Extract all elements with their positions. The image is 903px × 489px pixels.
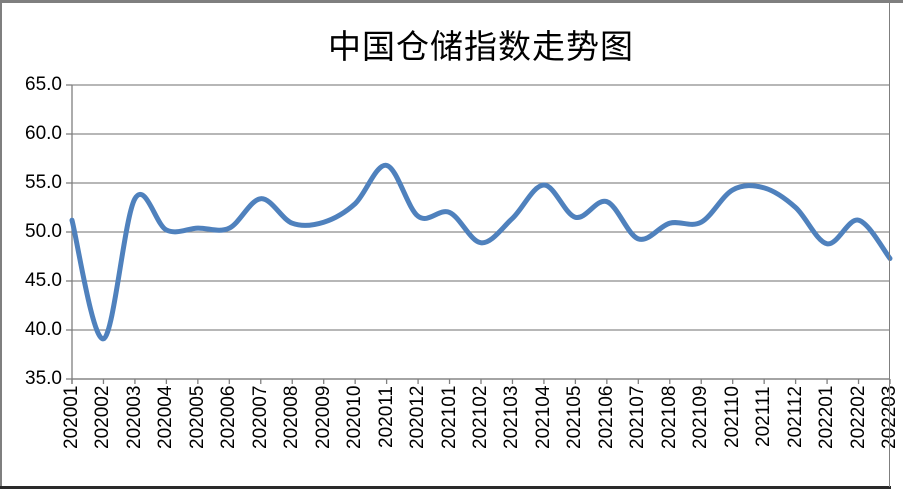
x-axis-label: 202004 bbox=[155, 386, 177, 450]
x-axis-label: 202104 bbox=[532, 386, 554, 450]
x-axis-label: 202005 bbox=[186, 386, 208, 450]
x-axis-label: 202107 bbox=[627, 386, 649, 450]
x-axis-label: 202109 bbox=[690, 386, 712, 450]
x-axis-label: 202111 bbox=[753, 386, 775, 447]
window-border-bottom bbox=[0, 486, 891, 489]
x-axis-label: 202106 bbox=[595, 386, 617, 450]
y-axis-label: 60.0 bbox=[25, 123, 62, 144]
x-axis-label: 202202 bbox=[847, 386, 869, 450]
y-axis-label: 65.0 bbox=[25, 74, 62, 95]
window-border-top bbox=[0, 0, 903, 3]
x-axis-label: 202108 bbox=[658, 386, 680, 450]
x-axis-label: 202001 bbox=[61, 386, 82, 450]
y-axis-label: 50.0 bbox=[25, 221, 62, 242]
x-axis-label: 202103 bbox=[501, 386, 523, 450]
x-axis-label: 202105 bbox=[564, 386, 586, 450]
x-axis-label: 202009 bbox=[312, 386, 334, 450]
window-border-right bbox=[889, 0, 890, 487]
x-axis-label: 202203 bbox=[879, 386, 900, 450]
y-axis-label: 35.0 bbox=[25, 368, 62, 389]
y-axis-label: 45.0 bbox=[25, 270, 62, 291]
x-axis-label: 202008 bbox=[281, 386, 303, 450]
warehousing-index-series-line bbox=[69, 162, 893, 342]
window-border-left bbox=[0, 0, 2, 489]
y-axis-label: 55.0 bbox=[25, 172, 62, 193]
x-axis-label: 202112 bbox=[784, 386, 806, 448]
x-axis-label: 202012 bbox=[407, 386, 429, 450]
x-axis-label: 202110 bbox=[721, 386, 743, 448]
x-axis-label: 202002 bbox=[92, 386, 114, 450]
x-axis-label: 202007 bbox=[249, 386, 271, 450]
x-axis-label: 202010 bbox=[344, 386, 366, 450]
chart-title: 中国仓储指数走势图 bbox=[328, 30, 634, 66]
x-axis-label: 202003 bbox=[123, 386, 145, 450]
y-axis-label: 40.0 bbox=[25, 319, 62, 340]
x-axis-label: 202102 bbox=[470, 386, 491, 450]
x-axis-label: 202101 bbox=[438, 386, 460, 450]
x-axis-label: 202011 bbox=[375, 386, 397, 448]
x-axis-label: 202006 bbox=[218, 386, 240, 450]
x-axis-label: 202201 bbox=[816, 386, 838, 450]
